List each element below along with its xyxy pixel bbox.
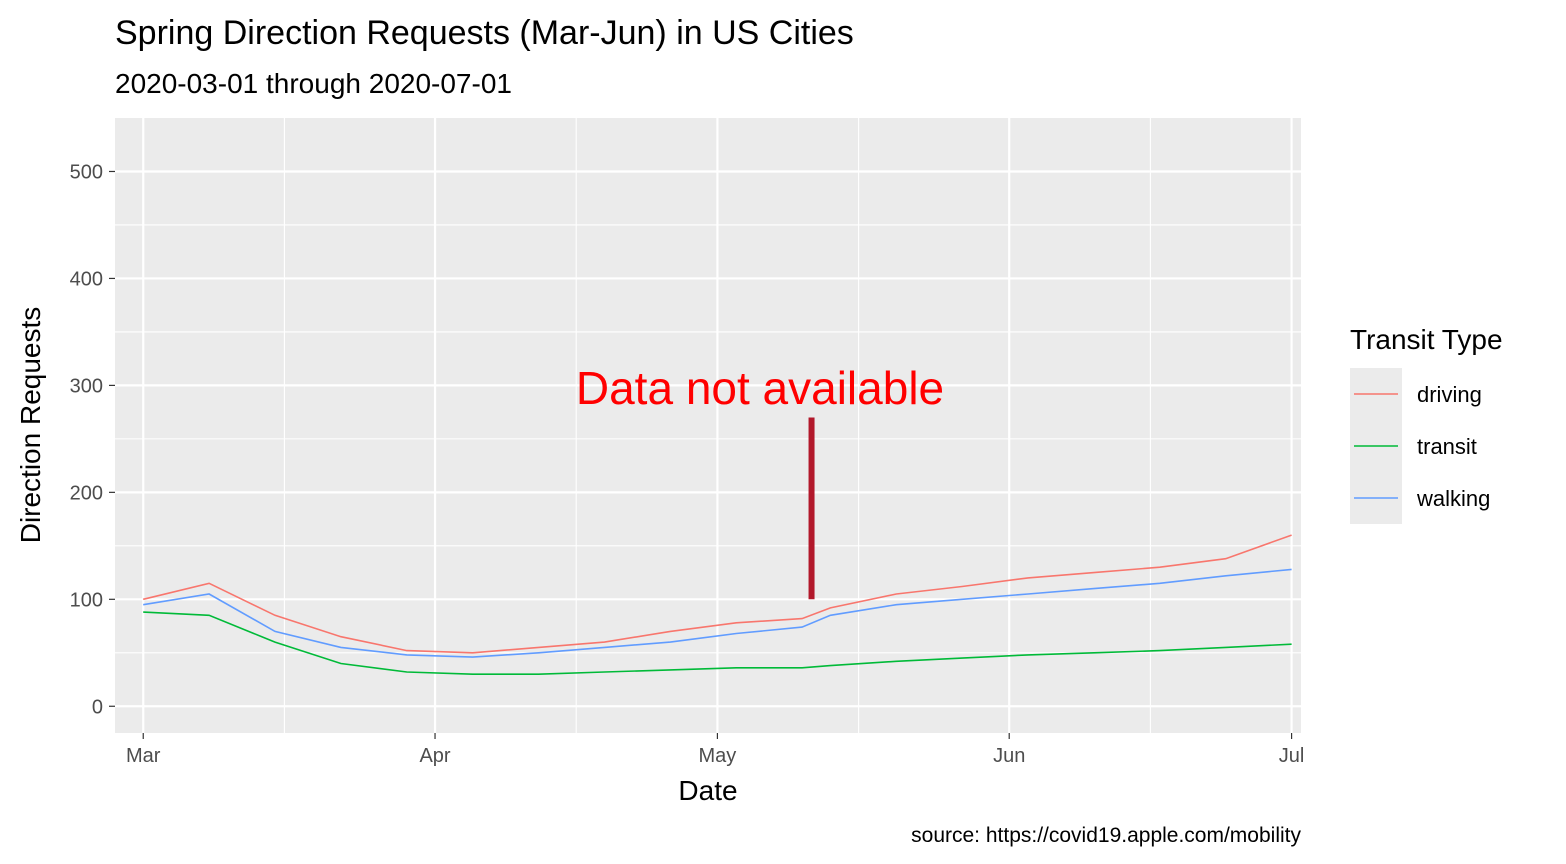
y-tick-label: 400 (70, 268, 103, 290)
x-tick-label: Mar (126, 745, 161, 767)
y-tick-label: 0 (92, 696, 103, 718)
y-axis: 0 100 200 300 400 500 (70, 161, 115, 718)
legend-label-driving: driving (1417, 382, 1482, 407)
y-tick-label: 300 (70, 375, 103, 397)
plot-panel (115, 118, 1301, 733)
y-tick-label: 500 (70, 161, 103, 183)
annotation-text: Data not available (576, 362, 944, 414)
y-tick-label: 200 (70, 482, 103, 504)
x-tick-label: May (699, 745, 737, 767)
chart-title: Spring Direction Requests (Mar-Jun) in U… (115, 14, 854, 52)
x-tick-label: Apr (419, 745, 450, 767)
legend: Transit Type driving transit walking (1350, 324, 1503, 524)
series-line-transit (143, 611, 1292, 676)
series-layer (143, 534, 1292, 676)
series-line-walking (143, 568, 1292, 658)
grid-minor (115, 118, 1301, 733)
x-tick-label: Jul (1279, 745, 1305, 767)
chart-subtitle: 2020-03-01 through 2020-07-01 (115, 68, 512, 99)
y-axis-title: Direction Requests (15, 307, 46, 544)
x-axis: Mar Apr May Jun Jul (126, 733, 1304, 767)
legend-label-transit: transit (1417, 434, 1477, 459)
legend-label-walking: walking (1416, 486, 1490, 511)
x-tick-label: Jun (993, 745, 1025, 767)
annotation-layer: Data not available (576, 362, 944, 600)
x-axis-title: Date (678, 775, 737, 806)
grid-major (115, 118, 1301, 733)
series-line-driving (143, 534, 1292, 654)
legend-title: Transit Type (1350, 324, 1503, 355)
y-tick-label: 100 (70, 589, 103, 611)
chart-caption: source: https://covid19.apple.com/mobili… (911, 824, 1301, 847)
